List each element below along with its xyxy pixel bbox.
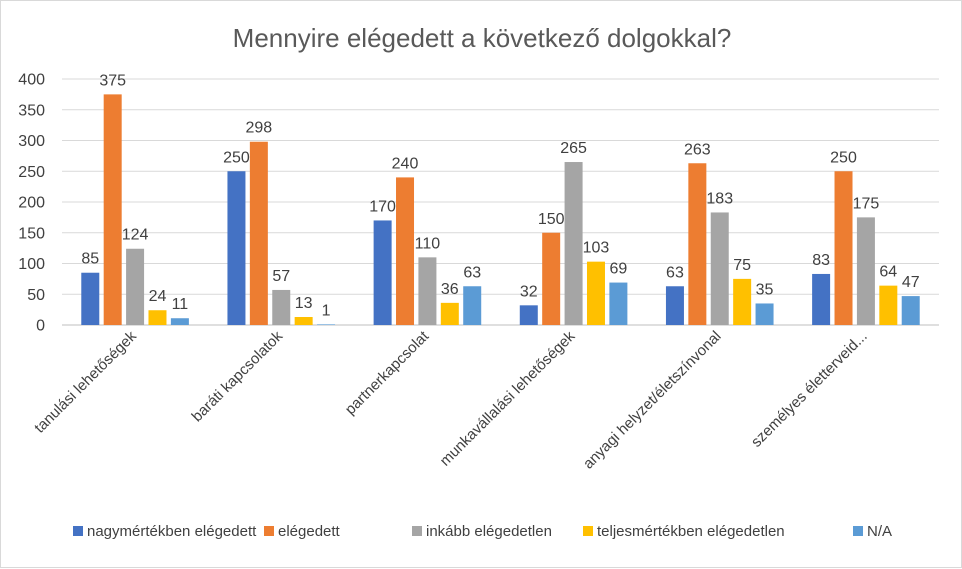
legend-swatch	[264, 526, 274, 536]
chart-title: Mennyire elégedett a következő dolgokkal…	[233, 23, 732, 53]
legend-swatch	[583, 526, 593, 536]
bar	[294, 317, 313, 325]
data-label: 47	[902, 274, 920, 291]
data-label: 175	[853, 195, 880, 212]
bar	[440, 302, 459, 325]
bar	[665, 286, 684, 325]
bar	[609, 282, 628, 325]
bar	[856, 217, 875, 325]
legend-swatch	[73, 526, 83, 536]
legend-item: elégedett	[264, 523, 341, 540]
data-label: 263	[684, 141, 711, 158]
data-label: 75	[733, 257, 751, 274]
legend-item: nagymértékben elégedett	[73, 523, 257, 540]
bar	[81, 272, 100, 325]
legend: nagymértékben elégedett elégedett inkább e…	[73, 523, 892, 540]
data-label: 170	[369, 198, 396, 215]
x-axis-categories: tanulási lehetőségek baráti kapcsolatok pa…	[31, 327, 871, 472]
bar	[317, 324, 336, 325]
y-tick-label: 250	[18, 164, 45, 181]
bar	[103, 94, 122, 325]
data-label: 57	[272, 268, 290, 285]
data-label: 375	[99, 72, 126, 89]
bar	[812, 273, 831, 325]
data-label: 24	[149, 288, 167, 305]
data-label: 13	[295, 295, 313, 312]
category-label: partnerkapcsolat	[342, 327, 433, 418]
data-label: 298	[245, 120, 272, 137]
bar	[542, 232, 561, 325]
data-label: 85	[81, 251, 99, 268]
bar	[373, 220, 392, 325]
bar	[586, 261, 605, 325]
bars	[81, 94, 920, 325]
legend-label: N/A	[867, 523, 892, 540]
y-tick-label: 100	[18, 256, 45, 273]
y-axis-ticks: 0 50 100 150 200 250 300 350 400	[18, 72, 45, 335]
y-tick-label: 300	[18, 133, 45, 150]
y-tick-label: 200	[18, 195, 45, 212]
data-label: 32	[520, 283, 538, 300]
data-label: 11	[172, 296, 189, 313]
y-tick-label: 150	[18, 225, 45, 242]
y-tick-label: 400	[18, 72, 45, 89]
data-label: 150	[538, 211, 565, 228]
data-label: 250	[830, 149, 857, 166]
data-label: 63	[463, 264, 481, 281]
data-label: 240	[392, 155, 419, 172]
data-label: 103	[583, 240, 610, 257]
data-label: 69	[609, 261, 627, 278]
y-tick-label: 0	[36, 318, 45, 335]
data-label: 265	[560, 140, 587, 157]
y-tick-label: 50	[27, 287, 45, 304]
legend-label: teljesmértékben elégedetlen	[597, 523, 785, 540]
bar	[710, 212, 729, 325]
bar	[227, 171, 246, 325]
legend-label: inkább elégedetlen	[426, 523, 552, 540]
data-label: 183	[706, 190, 733, 207]
data-label: 64	[879, 264, 897, 281]
legend-item: inkább elégedetlen	[412, 523, 552, 540]
bar	[564, 162, 583, 325]
gridlines	[62, 78, 939, 326]
bar	[249, 141, 268, 325]
bar	[396, 177, 415, 325]
y-tick-label: 350	[18, 102, 45, 119]
data-label: 36	[441, 281, 459, 298]
category-label: tanulási lehetőségek	[31, 327, 140, 436]
bar	[688, 163, 707, 325]
legend-label: nagymértékben elégedett	[87, 523, 257, 540]
bar	[272, 289, 291, 325]
category-label: személyes életterveid...	[748, 328, 871, 451]
bar	[148, 310, 167, 325]
bar	[834, 171, 853, 325]
data-label: 63	[666, 264, 684, 281]
category-label: munkavállalási lehetőségek	[437, 327, 579, 469]
legend-swatch	[853, 526, 863, 536]
legend-item: teljesmértékben elégedetlen	[583, 523, 785, 540]
bar	[126, 248, 145, 325]
bar	[170, 318, 189, 325]
bar	[418, 257, 437, 325]
data-label: 124	[122, 227, 149, 244]
category-label: baráti kapcsolatok	[189, 327, 287, 425]
data-label: 35	[756, 281, 774, 298]
data-label: 1	[322, 302, 331, 319]
bar	[733, 278, 752, 325]
legend-swatch	[412, 526, 422, 536]
bar	[519, 305, 538, 325]
category-label: anyagi helyzet/életszínvonal	[580, 328, 725, 473]
bar	[901, 296, 920, 325]
data-label: 250	[223, 149, 250, 166]
legend-label: elégedett	[278, 523, 341, 540]
legend-item: N/A	[853, 523, 892, 540]
bar	[755, 303, 774, 325]
data-label: 83	[812, 252, 830, 269]
data-label: 110	[415, 235, 441, 252]
bar	[879, 285, 898, 325]
bar	[463, 286, 482, 325]
